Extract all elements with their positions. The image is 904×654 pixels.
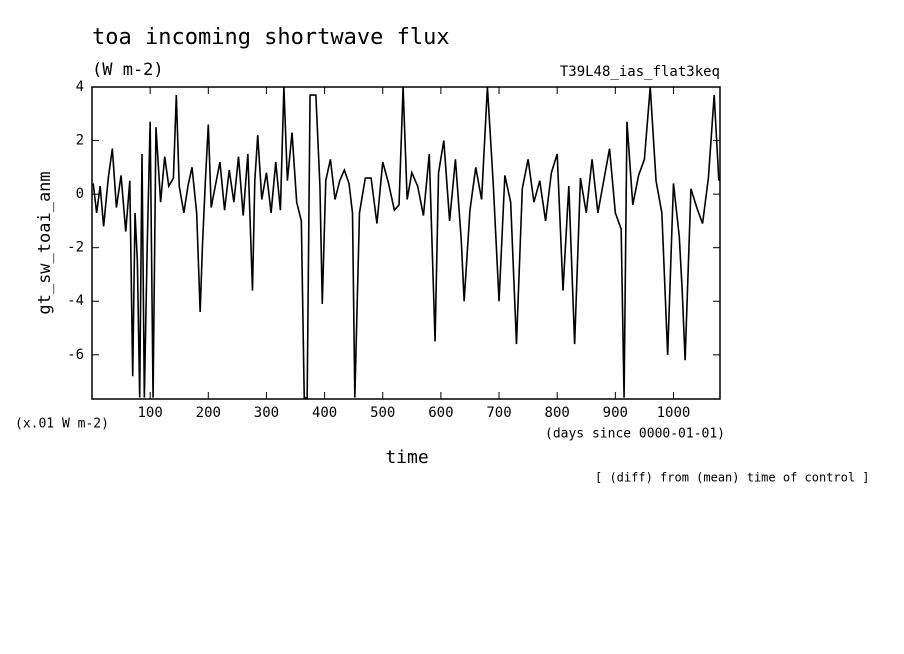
run-label: T39L48_ias_flat3keq — [560, 64, 720, 80]
x-tick-label: 500 — [370, 405, 395, 421]
y-tick-label: -6 — [67, 347, 84, 363]
plot-frame — [91, 86, 721, 400]
x-tick-label: 700 — [486, 405, 511, 421]
y-tick-label: 4 — [76, 79, 84, 95]
x-tick-label: 400 — [312, 405, 337, 421]
x-tick-label: 900 — [603, 405, 628, 421]
data-line — [92, 86, 720, 399]
x-tick-label: 300 — [254, 405, 279, 421]
x-tick-label: 200 — [196, 405, 221, 421]
y-tick-label: -4 — [67, 293, 84, 309]
x-tick-label: 600 — [428, 405, 453, 421]
y-unit: (x.01 W m-2) — [15, 417, 109, 432]
chart-subtitle: (W m-2) — [92, 60, 164, 80]
note: [ (diff) from (mean) time of control ] — [595, 471, 870, 485]
x-tick-label: 1000 — [657, 405, 691, 421]
x-tick-label: 100 — [137, 405, 162, 421]
y-tick-label: -2 — [67, 240, 84, 256]
x-tick-label: 800 — [545, 405, 570, 421]
y-tick-label: 0 — [76, 186, 84, 202]
x-axis-label: time — [385, 447, 428, 468]
y-tick-label: 2 — [76, 133, 84, 149]
y-axis-label: gt_sw_toai_anm — [35, 171, 55, 314]
chart-title: toa incoming shortwave flux — [92, 25, 450, 50]
x-unit: (days since 0000-01-01) — [545, 427, 725, 442]
